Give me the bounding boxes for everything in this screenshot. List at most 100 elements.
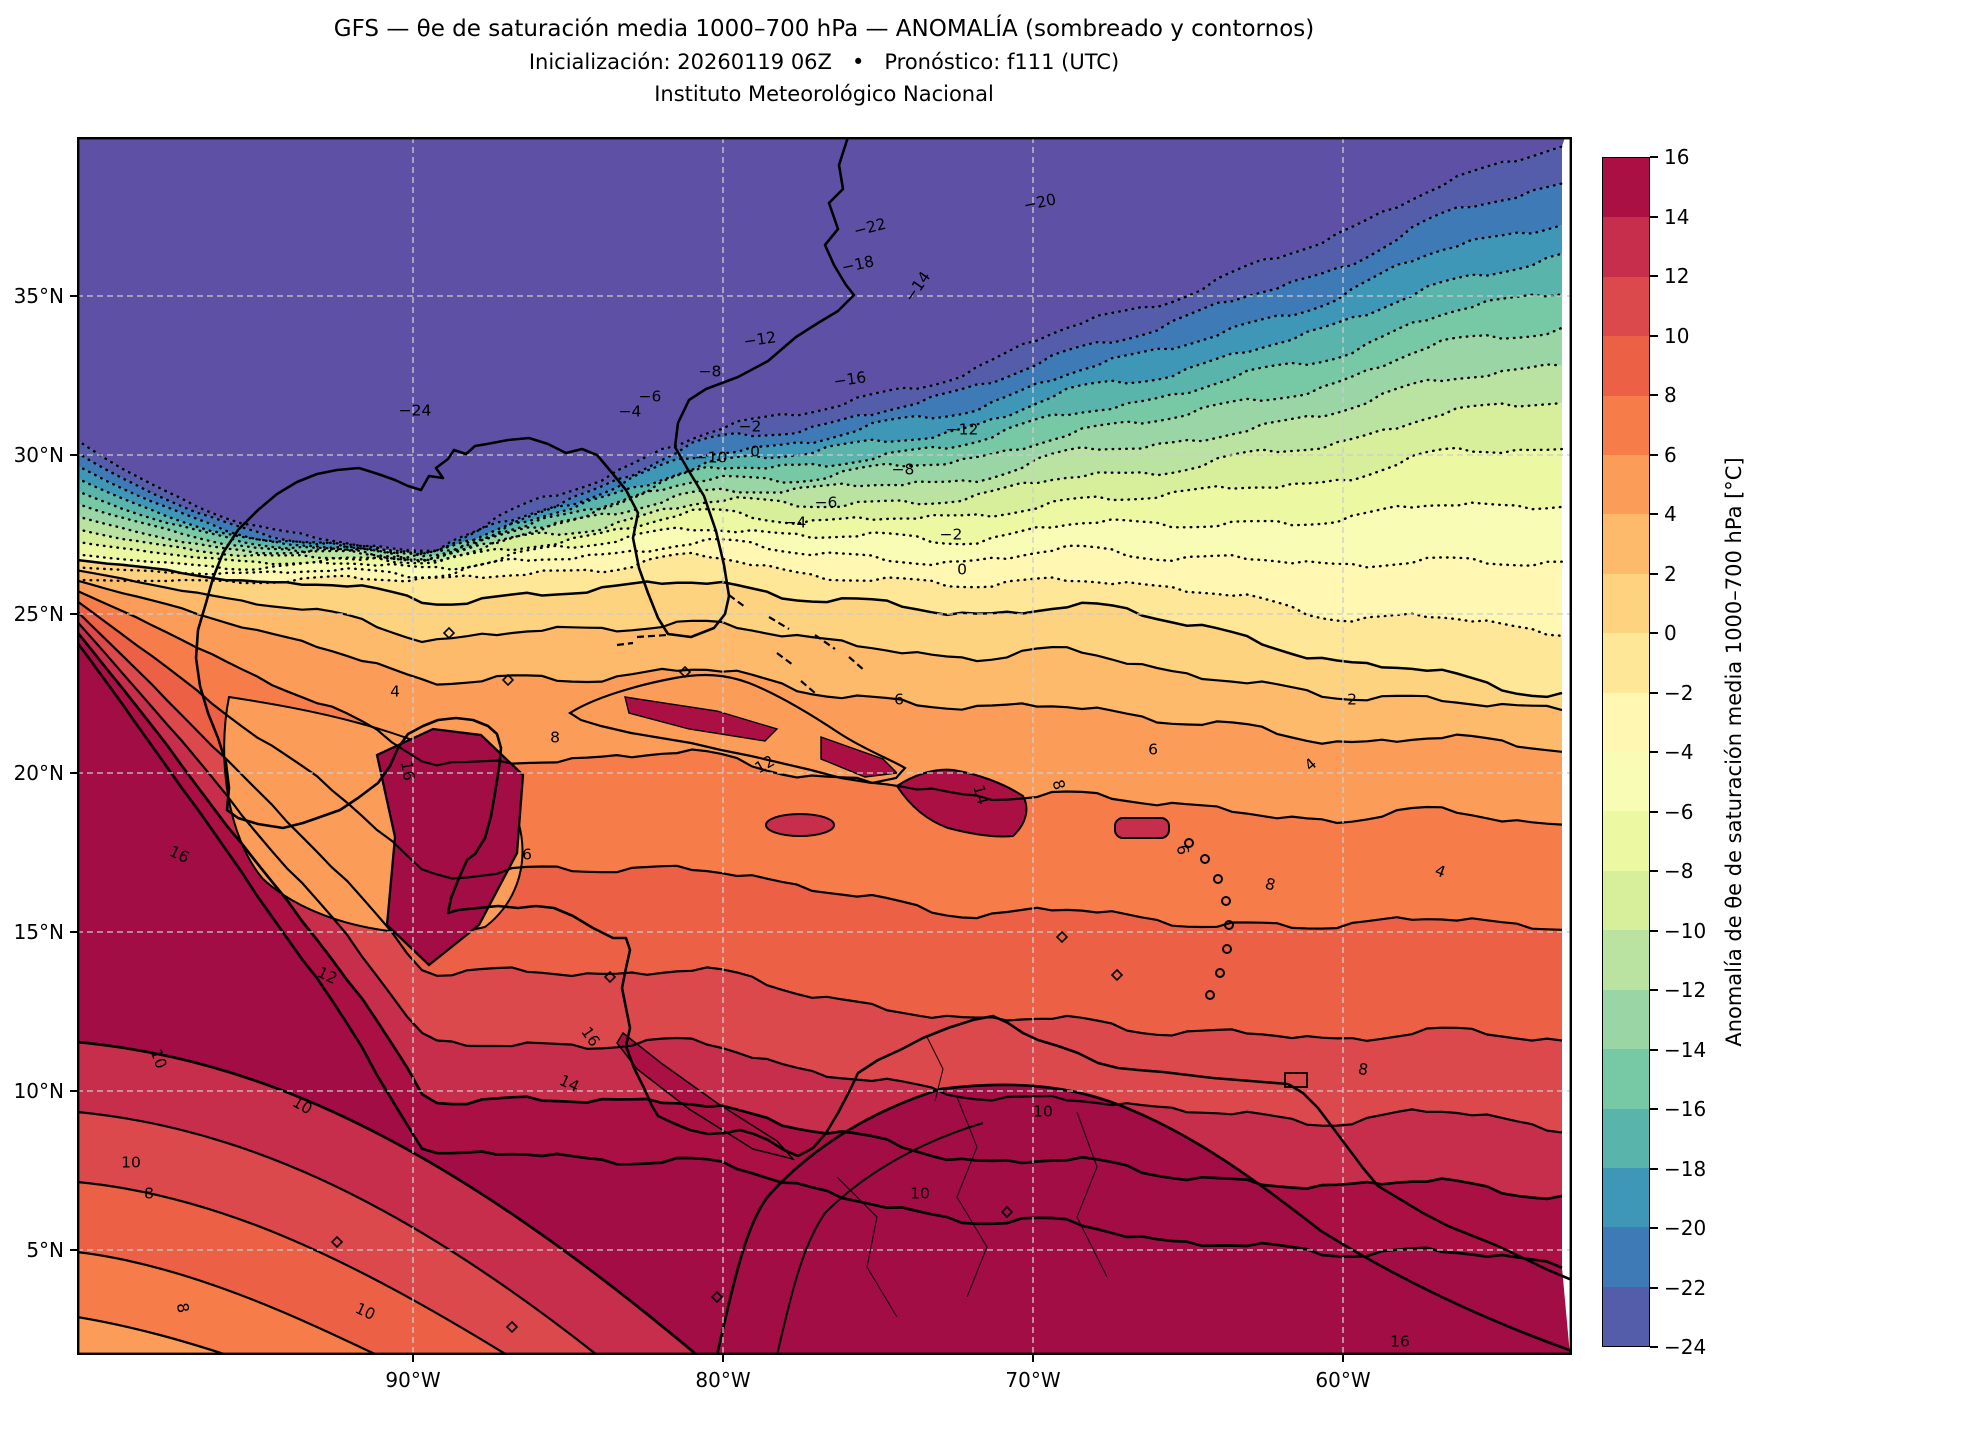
colorbar-tick-mark — [1650, 215, 1658, 218]
contour-labels: −24−22−20−18−16−14−12−12−10−8−8−6−6−4−4−… — [121, 190, 1448, 1350]
colorbar-tick-label: 2 — [1664, 561, 1677, 586]
contour-label: −4 — [784, 514, 807, 532]
contour-label: 16 — [1390, 1333, 1410, 1351]
title-line-1: GFS — θe de saturación media 1000–700 hP… — [333, 16, 1315, 42]
contour-label: 8 — [550, 729, 560, 747]
y-tick-label: 5°N — [26, 1238, 64, 1262]
colorbar-tick-mark — [1650, 1167, 1658, 1170]
colorbar-tick-label: −4 — [1664, 740, 1694, 764]
y-tick-mark — [70, 454, 77, 456]
colorbar-tick-label: −2 — [1664, 680, 1694, 705]
contour-label: 8 — [1357, 1060, 1370, 1079]
y-tick-mark — [70, 613, 77, 615]
x-tick-mark — [1342, 1355, 1344, 1362]
contour-label: −12 — [742, 328, 777, 350]
contour-label: −4 — [619, 403, 642, 421]
x-tick-label: 80°W — [695, 1368, 751, 1392]
colorbar-segment — [1603, 633, 1649, 693]
y-tick-mark — [70, 1090, 77, 1092]
colorbar-segment — [1603, 1227, 1649, 1287]
colorbar-segment — [1603, 692, 1649, 753]
colorbar-label: Anomalía de θe de saturación media 1000–… — [1722, 457, 1746, 1047]
y-tick-label: 25°N — [13, 602, 64, 626]
x-tick-label: 70°W — [1005, 1368, 1061, 1392]
colorbar-segment — [1603, 870, 1649, 931]
colorbar-tick-label: 16 — [1664, 145, 1690, 169]
contour-label: 8 — [1049, 778, 1069, 792]
colorbar-tick-mark — [1650, 989, 1658, 991]
colorbar-tick-label: −18 — [1664, 1156, 1707, 1181]
contour-line-arcs — [77, 1040, 1572, 1355]
colorbar-tick-mark — [1650, 1346, 1658, 1348]
contour-label: 6 — [1173, 843, 1192, 856]
colorbar-segment — [1603, 276, 1649, 337]
contour-label: −16 — [832, 368, 867, 390]
contour-lines — [77, 145, 1564, 1269]
colorbar-segment — [1603, 395, 1649, 456]
colorbar-segment — [1603, 1108, 1649, 1168]
colorbar-tick-mark — [1650, 1286, 1658, 1289]
colorbar-segment — [1603, 455, 1649, 515]
colorbar-tick-label: 14 — [1664, 204, 1690, 229]
colorbar-tick-label: −20 — [1664, 1216, 1707, 1240]
grid-lines — [77, 137, 1572, 1355]
colorbar-tick-mark — [1650, 1108, 1658, 1110]
colorbar-tick-mark — [1650, 156, 1658, 158]
colorbar-segment — [1603, 930, 1649, 990]
colorbar-segment — [1603, 752, 1649, 812]
coastlines — [194, 137, 1572, 1334]
y-tick-mark — [70, 931, 77, 933]
colorbar-tick-mark — [1650, 453, 1658, 456]
regional-anomaly-patches — [77, 695, 1572, 1355]
colorbar-segment — [1603, 811, 1649, 871]
x-tick-mark — [412, 1355, 414, 1362]
map-border — [77, 137, 1572, 1355]
colorbar-tick-mark — [1650, 334, 1658, 337]
y-tick-label: 30°N — [13, 443, 64, 467]
colorbar-tick-label: −22 — [1664, 1275, 1707, 1300]
colorbar-segment — [1603, 158, 1649, 218]
x-tick-label: 90°W — [385, 1368, 441, 1392]
contour-label: 10 — [1033, 1103, 1053, 1121]
colorbar-tick-label: −6 — [1664, 799, 1694, 824]
colorbar-tick-mark — [1650, 929, 1658, 932]
x-tick-mark — [1032, 1355, 1034, 1362]
colorbar-tick-label: 10 — [1664, 323, 1690, 348]
contour-label: −8 — [892, 461, 915, 479]
contour-label: 10 — [910, 1185, 930, 1203]
contour-label: −10 — [695, 449, 728, 467]
x-tick-mark — [722, 1355, 724, 1362]
contour-label: −12 — [946, 421, 979, 439]
contour-label: 4 — [390, 683, 400, 701]
contour-label: 6 — [522, 846, 532, 864]
contour-label: 0 — [957, 561, 967, 579]
colorbar-tick-label: 6 — [1664, 442, 1677, 467]
colorbar-segment — [1603, 573, 1649, 634]
contour-label: −2 — [739, 418, 762, 436]
colorbar-tick-label: −10 — [1664, 918, 1707, 943]
colorbar-segment — [1603, 217, 1649, 277]
colorbar-tick-label: −12 — [1664, 978, 1707, 1002]
colorbar-tick-mark — [1650, 870, 1658, 872]
colorbar-tick-label: −24 — [1664, 1335, 1707, 1359]
contour-label: −6 — [639, 388, 662, 406]
contour-label: 8 — [144, 1185, 154, 1203]
contour-label: −24 — [399, 402, 432, 420]
colorbar-segment — [1603, 514, 1649, 574]
y-tick-label: 15°N — [13, 920, 64, 944]
contour-label: 2 — [1347, 691, 1357, 709]
colorbar-tick-mark — [1650, 810, 1658, 813]
contour-label: 10 — [121, 1154, 141, 1172]
contour-label: −6 — [815, 494, 838, 512]
colorbar-tick-label: −14 — [1664, 1037, 1707, 1062]
colorbar-segment — [1603, 1049, 1649, 1109]
contour-label: 6 — [894, 691, 904, 709]
contour-label: 14 — [969, 783, 991, 807]
contour-label: 8 — [1263, 875, 1277, 895]
contour-label: −8 — [699, 363, 722, 381]
colorbar-tick-label: 0 — [1664, 621, 1677, 645]
contour-label: −2 — [940, 526, 963, 544]
contour-label: 10 — [147, 1046, 171, 1071]
colorbar-tick-mark — [1650, 751, 1658, 753]
